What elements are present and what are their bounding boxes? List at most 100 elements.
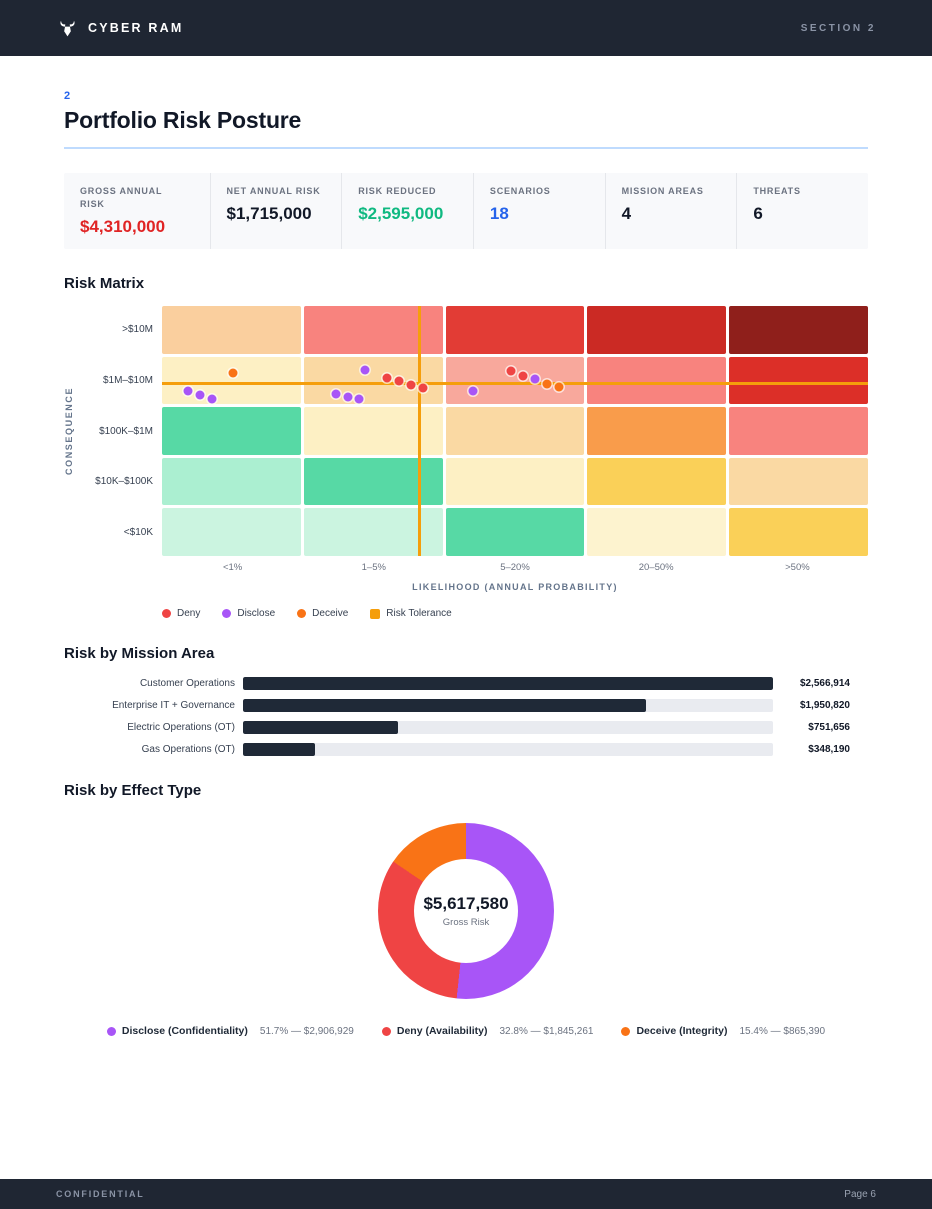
bar-value-label: $2,566,914	[799, 678, 850, 690]
matrix-grid	[162, 306, 868, 557]
scenario-point-deny	[506, 366, 516, 376]
stat-card: MISSION AREAS 4	[604, 173, 737, 250]
risk-matrix-chart: CONSEQUENCE >$10M $1M–$10M $100K–$1M $10K–$…	[64, 306, 868, 619]
bar-fill	[243, 721, 399, 735]
stat-label: NET ANNUAL RISK	[226, 186, 321, 196]
stat-card: THREATS 6	[736, 173, 868, 250]
matrix-cell	[162, 457, 301, 506]
matrix-row-labels: >$10M $1M–$10M $100K–$1M $10K–$100K <$10K	[82, 306, 162, 556]
matrix-cell	[303, 356, 443, 405]
donut-center-label: Gross Risk	[442, 917, 490, 929]
matrix-cell	[587, 407, 727, 455]
stat-card: NET ANNUAL RISK $1,715,000	[209, 173, 342, 250]
scenario-point-disclose	[360, 365, 370, 375]
stats-row: GROSS ANNUAL RISK $4,310,000 NET ANNUAL RI…	[64, 173, 868, 250]
bar-category-label: Customer Operations	[139, 678, 235, 690]
matrix-cell	[162, 508, 301, 557]
stat-label: SCENARIOS	[489, 186, 551, 196]
risk-matrix-title: Risk Matrix	[64, 275, 145, 293]
bar-track	[243, 721, 773, 735]
scenario-point-disclose	[207, 394, 217, 404]
bar-track	[243, 743, 773, 757]
brand-name: CYBER RAM	[88, 21, 184, 35]
tolerance-legend-swatch	[370, 608, 381, 619]
matrix-y-axis-label: CONSEQUENCE	[64, 387, 74, 476]
bar-row: Customer Operations $2,566,914	[64, 677, 868, 691]
matrix-cell	[587, 457, 727, 506]
legend-item: Risk Tolerance	[370, 608, 452, 619]
stat-label: MISSION AREAS	[621, 186, 704, 196]
matrix-row-label: $10K–$100K	[95, 476, 153, 488]
matrix-cell	[729, 508, 868, 557]
footer-bar: CONFIDENTIAL Page 6	[0, 1179, 932, 1209]
legend-item: Deny	[162, 608, 200, 619]
legend-label: Disclose	[237, 608, 276, 620]
brand: CYBER RAM	[56, 17, 184, 39]
page-number: Page 6	[844, 1188, 876, 1200]
content: 2 Portfolio Risk Posture GROSS ANNUAL RI…	[0, 90, 932, 1037]
stat-label: RISK REDUCED	[358, 186, 437, 196]
legend-item: Deceive (Integrity) 15.4% — $865,390	[621, 1025, 825, 1037]
scenario-point-deny	[518, 371, 528, 381]
matrix-cell	[729, 407, 868, 455]
stat-value: 6	[753, 204, 763, 224]
confidential-label: CONFIDENTIAL	[56, 1189, 145, 1199]
legend-label: Deceive (Integrity)	[636, 1025, 728, 1038]
donut-chart-wrap: $5,617,580 Gross Risk Disclose (Confiden…	[64, 823, 868, 1037]
deceive-legend-swatch	[297, 609, 307, 619]
matrix-col-label: 1–5%	[361, 562, 386, 574]
matrix-cell	[587, 306, 727, 354]
effect-type-title: Risk by Effect Type	[64, 782, 202, 800]
risk-tolerance-line-horizontal	[162, 382, 868, 386]
bar-value-label: $1,950,820	[799, 700, 850, 712]
legend-label: Deny	[177, 608, 201, 620]
matrix-legend: Deny Disclose Deceive Risk Tolerance	[162, 608, 868, 619]
matrix-row-label: $100K–$1M	[99, 425, 153, 437]
scenario-point-disclose	[530, 374, 540, 384]
mission-area-title: Risk by Mission Area	[64, 645, 215, 663]
title-divider	[64, 147, 868, 149]
bar-fill	[243, 677, 773, 691]
stat-value: $1,715,000	[226, 204, 312, 224]
matrix-col-label: >50%	[785, 562, 810, 574]
legend-detail: 32.8% — $1,845,261	[499, 1025, 594, 1037]
matrix-cell	[162, 306, 301, 354]
matrix-cell	[303, 457, 443, 506]
matrix-cell	[162, 407, 301, 455]
matrix-cell	[587, 508, 727, 557]
legend-item: Disclose	[222, 608, 275, 619]
matrix-col-labels: <1% 1–5% 5–20% 20–50% >50%	[162, 562, 868, 573]
matrix-col-label: <1%	[222, 562, 243, 574]
matrix-main: <1% 1–5% 5–20% 20–50% >50% LIKELIHOOD (ANNUA…	[162, 306, 868, 619]
disclose-legend-swatch	[222, 609, 232, 619]
matrix-col-label: 5–20%	[500, 562, 530, 574]
risk-tolerance-line-vertical	[417, 306, 421, 557]
matrix-cell	[445, 407, 585, 455]
bar-category-label: Electric Operations (OT)	[127, 722, 235, 734]
stat-card: GROSS ANNUAL RISK $4,310,000	[64, 173, 210, 249]
header-section-label: SECTION 2	[800, 22, 876, 34]
legend-detail: 51.7% — $2,906,929	[259, 1025, 354, 1037]
legend-item: Disclose (Confidentiality) 51.7% — $2,906…	[106, 1025, 354, 1037]
legend-detail: 15.4% — $865,390	[739, 1025, 826, 1037]
legend-label: Deny (Availability)	[396, 1025, 488, 1038]
bar-value-label: $751,656	[808, 722, 850, 734]
bar-fill	[243, 699, 646, 713]
donut-center: $5,617,580 Gross Risk	[414, 859, 518, 964]
matrix-row-label: $1M–$10M	[102, 374, 153, 386]
bar-fill	[243, 743, 315, 757]
matrix-cell	[445, 508, 585, 557]
legend-label: Deceive	[312, 608, 349, 620]
stat-card: RISK REDUCED $2,595,000	[341, 173, 473, 250]
mission-bars: Customer Operations $2,566,914 Enterprise …	[64, 677, 868, 757]
ram-logo-icon	[56, 17, 78, 39]
scenario-point-deceive	[542, 379, 552, 389]
donut-total-value: $5,617,580	[423, 894, 509, 914]
stat-value: 18	[489, 204, 509, 224]
matrix-cell	[587, 356, 727, 405]
stat-value: 4	[621, 204, 632, 224]
matrix-cell	[445, 356, 585, 405]
effect-legend-swatch	[381, 1026, 391, 1036]
matrix-row-label: <$10K	[123, 526, 153, 538]
